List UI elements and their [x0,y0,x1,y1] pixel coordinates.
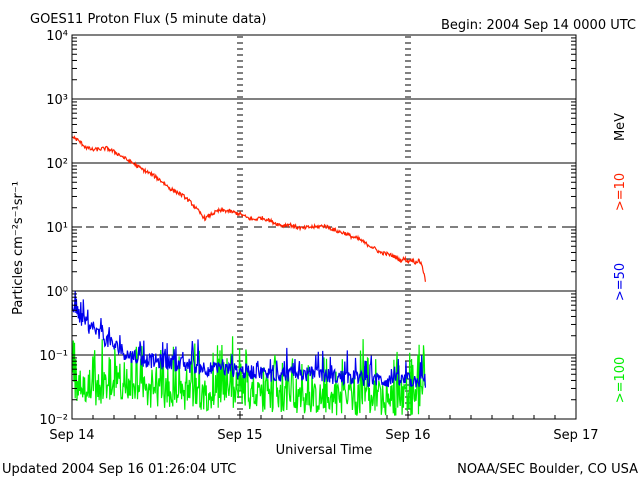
credit-label: NOAA/SEC Boulder, CO USA [457,462,638,477]
series-line->=100 [71,336,426,416]
y-tick-label: 10² [46,157,68,172]
series-layer [71,135,426,416]
legend-entry: >=10 [613,173,628,211]
x-tick-label: Sep 16 [385,428,430,443]
x-tick-label: Sep 17 [553,428,598,443]
series-line->=10 [71,135,426,282]
x-tick-label: Sep 14 [49,428,94,443]
y-axis-label: Particles cm⁻²s⁻¹sr⁻¹ [11,181,26,315]
legend-unit-label: MeV [613,113,628,141]
x-axis: Sep 14 Sep 15 Sep 16 Sep 17 [49,411,599,443]
legend-entry: >=50 [613,263,628,301]
x-tick-label: Sep 15 [217,428,262,443]
chart-title: GOES11 Proton Flux (5 minute data) [30,12,266,27]
legend: MeV >=10 >=50 >=100 [613,113,628,403]
begin-time-label: Begin: 2004 Sep 14 0000 UTC [441,18,636,33]
y-tick-label: 10⁻² [39,413,68,428]
x-axis-label: Universal Time [276,443,373,458]
y-tick-label: 10³ [46,93,68,108]
day-markers [237,36,411,416]
y-tick-label: 10⁴ [46,29,68,44]
y-tick-label: 10⁻¹ [39,349,68,364]
updated-timestamp: Updated 2004 Sep 16 01:26:04 UTC [2,462,236,477]
day-marker-0 [237,36,243,416]
y-tick-label: 10⁰ [46,285,68,300]
series-line->=50 [71,290,426,388]
legend-entry: >=100 [613,357,628,404]
y-axis: 10⁴ 10³ 10² 10¹ 10⁰ 10⁻¹ 10⁻² [39,29,576,428]
y-tick-label: 10¹ [46,221,68,236]
